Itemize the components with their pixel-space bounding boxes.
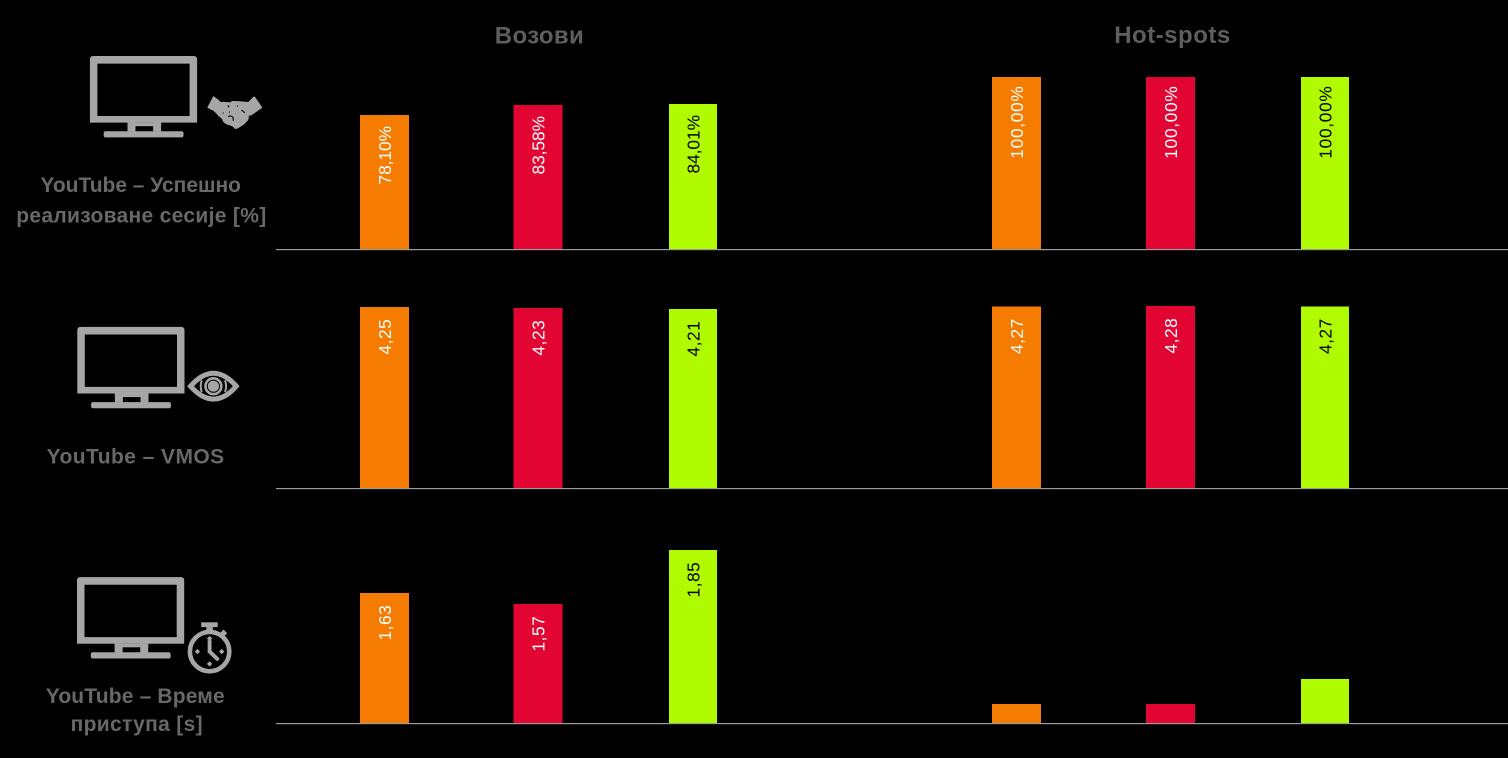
svg-text:100,00%: 100,00%	[1316, 86, 1336, 159]
svg-text:100,00%: 100,00%	[1161, 86, 1181, 159]
svg-text:1,85: 1,85	[684, 562, 704, 597]
svg-text:4,28: 4,28	[1161, 318, 1181, 353]
svg-text:YouTube – Време: YouTube – Време	[46, 685, 225, 708]
svg-text:4,23: 4,23	[529, 320, 549, 355]
svg-text:1,63: 1,63	[375, 605, 395, 640]
svg-text:100,00%: 100,00%	[1007, 86, 1027, 159]
svg-text:Hot-spots: Hot-spots	[1114, 22, 1230, 49]
svg-text:YouTube – VMOS: YouTube – VMOS	[47, 446, 225, 469]
svg-text:4,21: 4,21	[684, 321, 704, 356]
svg-text:4,25: 4,25	[375, 319, 395, 354]
svg-text:реализоване сесије [%]: реализоване сесије [%]	[16, 204, 266, 227]
svg-text:4,27: 4,27	[1316, 319, 1336, 354]
svg-text:YouTube – Успешно: YouTube – Успешно	[40, 174, 241, 197]
svg-text:83,58%: 83,58%	[529, 116, 549, 175]
svg-text:Возови: Возови	[495, 22, 584, 49]
svg-text:84,01%: 84,01%	[684, 115, 704, 174]
svg-text:78,10%: 78,10%	[375, 126, 395, 185]
svg-text:4,27: 4,27	[1007, 319, 1027, 354]
svg-text:приступа [s]: приступа [s]	[71, 713, 203, 736]
svg-text:1,57: 1,57	[529, 616, 549, 651]
